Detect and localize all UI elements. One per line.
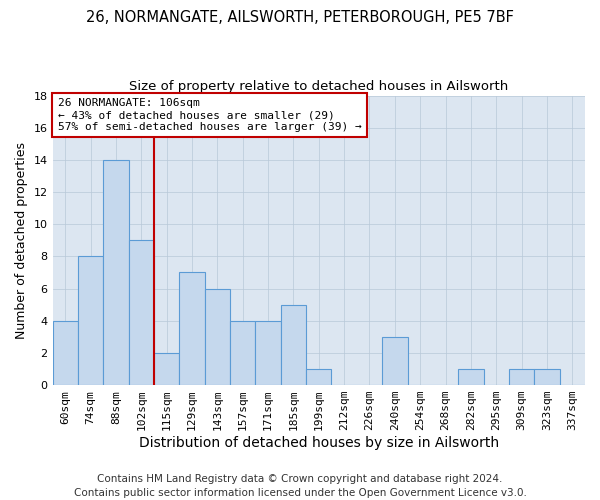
Text: 26 NORMANGATE: 106sqm
← 43% of detached houses are smaller (29)
57% of semi-deta: 26 NORMANGATE: 106sqm ← 43% of detached … xyxy=(58,98,362,132)
Bar xyxy=(230,320,256,385)
Title: Size of property relative to detached houses in Ailsworth: Size of property relative to detached ho… xyxy=(129,80,508,93)
Text: 26, NORMANGATE, AILSWORTH, PETERBOROUGH, PE5 7BF: 26, NORMANGATE, AILSWORTH, PETERBOROUGH,… xyxy=(86,10,514,25)
Bar xyxy=(382,337,407,385)
Bar xyxy=(205,288,230,385)
Bar xyxy=(509,369,534,385)
Bar xyxy=(256,320,281,385)
Bar xyxy=(78,256,103,385)
Bar xyxy=(154,353,179,385)
Bar xyxy=(458,369,484,385)
Bar xyxy=(103,160,128,385)
Bar xyxy=(534,369,560,385)
Bar xyxy=(53,320,78,385)
X-axis label: Distribution of detached houses by size in Ailsworth: Distribution of detached houses by size … xyxy=(139,436,499,450)
Bar xyxy=(281,304,306,385)
Bar xyxy=(306,369,331,385)
Bar xyxy=(128,240,154,385)
Bar xyxy=(179,272,205,385)
Y-axis label: Number of detached properties: Number of detached properties xyxy=(15,142,28,339)
Text: Contains HM Land Registry data © Crown copyright and database right 2024.
Contai: Contains HM Land Registry data © Crown c… xyxy=(74,474,526,498)
